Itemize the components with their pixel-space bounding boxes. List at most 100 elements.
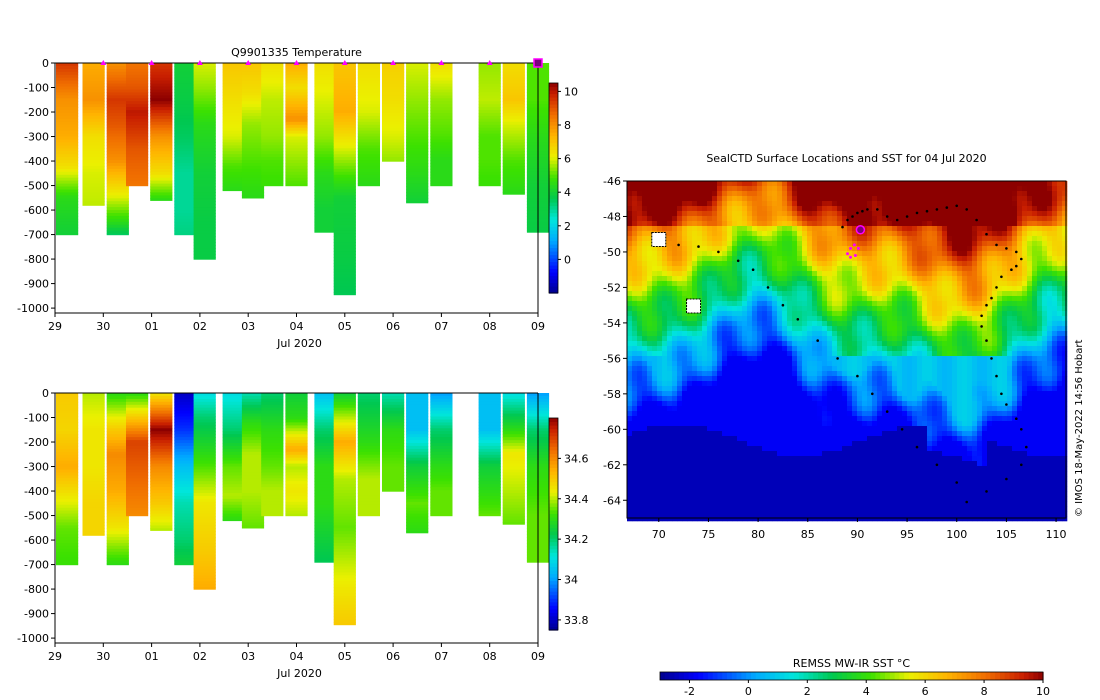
profile-cell bbox=[174, 472, 197, 476]
profile-cell bbox=[333, 139, 356, 143]
profile-cell bbox=[174, 157, 197, 161]
sst-cell bbox=[692, 381, 698, 387]
sst-cell bbox=[702, 446, 708, 452]
sst-cell bbox=[777, 461, 783, 467]
sst-cell bbox=[692, 261, 698, 267]
profile-cell bbox=[430, 68, 453, 73]
profile-cell bbox=[406, 189, 429, 193]
sst-cell bbox=[767, 226, 773, 232]
profile-cell bbox=[193, 195, 216, 199]
sst-cell bbox=[817, 386, 823, 392]
profile-cell bbox=[333, 425, 356, 429]
sst-cell bbox=[662, 466, 668, 472]
profile-cell bbox=[382, 77, 405, 82]
profile-cell bbox=[382, 110, 405, 114]
sst-cell bbox=[817, 336, 823, 342]
sst-cell bbox=[742, 281, 748, 287]
sst-cell bbox=[772, 286, 778, 292]
profile-cell bbox=[56, 133, 79, 138]
profile-cell bbox=[56, 490, 79, 494]
sst-cell bbox=[717, 271, 723, 277]
sst-cell bbox=[812, 331, 818, 337]
profile-cell bbox=[261, 431, 284, 435]
colorbar-segment bbox=[549, 97, 558, 102]
sst-cell bbox=[652, 281, 658, 287]
profile-cell bbox=[285, 472, 308, 476]
sst-cell bbox=[652, 226, 658, 232]
profile-cell bbox=[333, 587, 356, 591]
sst-cell bbox=[677, 271, 683, 277]
profile-cell bbox=[193, 251, 216, 255]
sst-cell bbox=[662, 501, 668, 507]
sst-cell bbox=[682, 511, 688, 517]
sst-cell bbox=[627, 281, 633, 287]
sst-cell bbox=[662, 286, 668, 292]
profile-cell bbox=[193, 224, 216, 229]
sst-cell bbox=[707, 311, 713, 317]
sst-cell bbox=[737, 416, 743, 422]
sst-cell bbox=[627, 506, 633, 512]
sst-cell bbox=[647, 356, 653, 362]
sst-cell bbox=[632, 246, 638, 252]
sst-cell bbox=[777, 446, 783, 452]
profile-cell bbox=[406, 139, 429, 143]
sst-cell bbox=[797, 271, 803, 277]
sst-cell bbox=[642, 366, 648, 372]
profile-cell bbox=[478, 95, 501, 99]
sst-cell bbox=[707, 391, 713, 397]
sst-cell bbox=[677, 346, 683, 352]
profile-cell bbox=[478, 463, 501, 468]
sst-cell bbox=[782, 351, 788, 357]
sst-cell bbox=[807, 481, 813, 487]
sst-cell bbox=[797, 416, 803, 422]
profile-cell bbox=[193, 165, 216, 170]
profile-cell bbox=[174, 525, 197, 529]
profile-cell bbox=[478, 157, 501, 161]
profile-cell bbox=[406, 490, 429, 494]
sst-cell bbox=[772, 381, 778, 387]
sst-cell bbox=[652, 456, 658, 462]
profile-cell bbox=[406, 95, 429, 99]
sst-cell bbox=[752, 466, 758, 472]
profile-cell bbox=[106, 440, 129, 444]
sst-cell bbox=[627, 486, 633, 492]
profile-cell bbox=[406, 104, 429, 108]
profile-cell bbox=[261, 490, 284, 494]
sst-cell bbox=[627, 341, 633, 347]
sst-cell bbox=[757, 326, 763, 332]
profile-cell bbox=[174, 440, 197, 444]
sst-cell bbox=[652, 396, 658, 402]
sst-cell bbox=[802, 291, 808, 297]
sst-cell bbox=[682, 426, 688, 432]
profile-cell bbox=[150, 431, 173, 435]
sst-cell bbox=[642, 186, 648, 192]
sst-cell bbox=[752, 316, 758, 322]
y-tick-label: -800 bbox=[24, 583, 49, 596]
profile-cell bbox=[174, 183, 197, 188]
sst-cell bbox=[797, 446, 803, 452]
profile-cell bbox=[174, 198, 197, 202]
sst-cell bbox=[642, 296, 648, 302]
sst-cell bbox=[642, 426, 648, 432]
profile-cell bbox=[357, 460, 380, 465]
profile-cell bbox=[285, 493, 308, 497]
sst-cell bbox=[652, 286, 658, 292]
profile-cell bbox=[174, 481, 197, 485]
profile-cell bbox=[502, 77, 525, 82]
profile-cell bbox=[241, 395, 265, 400]
profile-cell bbox=[285, 498, 308, 503]
sst-cell bbox=[732, 366, 738, 372]
sst-cell bbox=[707, 291, 713, 297]
colorbar-tick-label: 2 bbox=[564, 220, 571, 233]
sst-cell bbox=[717, 211, 723, 217]
sst-cell bbox=[712, 281, 718, 287]
sst-cell bbox=[777, 301, 783, 307]
x-tick-label: 09 bbox=[531, 320, 545, 333]
sst-cell bbox=[637, 381, 643, 387]
sst-cell bbox=[692, 446, 698, 452]
sst-cell bbox=[757, 401, 763, 407]
profile-cell bbox=[430, 177, 453, 182]
sst-cell bbox=[767, 316, 773, 322]
profile-cell bbox=[193, 584, 216, 588]
profile-cell bbox=[56, 560, 79, 565]
